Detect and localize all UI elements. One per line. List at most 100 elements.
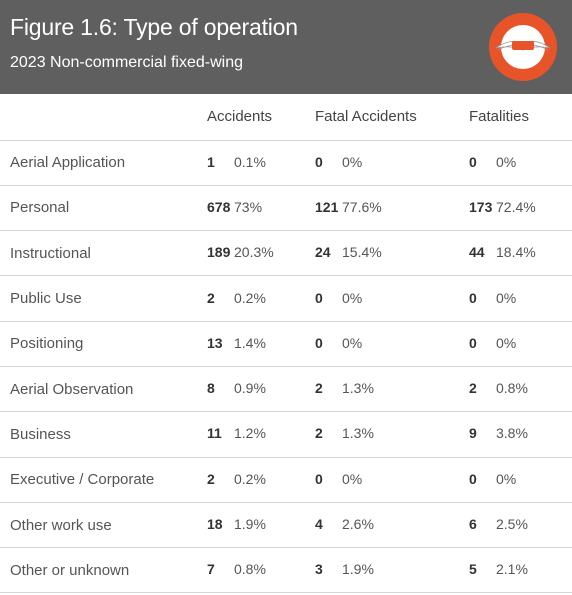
accidents-percent: 20.3% (234, 244, 274, 261)
accidents-percent: 73% (234, 198, 263, 215)
accidents-percent: 1.2% (234, 425, 266, 442)
fatalities-cell: 9 3.8% (459, 412, 572, 457)
accidents-cell: 2 0.2% (197, 457, 315, 502)
fatalities-percent: 18.4% (496, 244, 536, 261)
accidents-cell: 189 20.3% (197, 231, 315, 276)
fatal-accidents-cell: 121 77.6% (315, 185, 459, 230)
fatalities-count: 173 (469, 198, 493, 215)
figure-subtitle: 2023 Non-commercial fixed-wing (10, 54, 243, 71)
accidents-cell: 8 0.9% (197, 366, 315, 411)
table-row: Other work use 18 1.9% 4 2.6% 6 2.5% (0, 502, 572, 548)
fatal-accidents-cell: 0 0% (315, 457, 459, 502)
accidents-cell: 7 0.8% (197, 548, 315, 593)
fatal-accidents-count: 2 (315, 425, 323, 442)
accidents-percent: 1.4% (234, 334, 266, 351)
accidents-count: 1 (207, 153, 215, 170)
fatalities-percent: 0% (496, 334, 517, 351)
fatal-accidents-percent: 1.3% (342, 380, 374, 397)
table-row: Business 11 1.2% 2 1.3% 9 3.8% (0, 412, 572, 458)
fatal-accidents-count: 121 (315, 198, 339, 215)
fatalities-count: 6 (469, 516, 477, 533)
table-row: Public Use 2 0.2% 0 0% 0 0% (0, 276, 572, 322)
fatalities-cell: 6 2.5% (459, 502, 572, 547)
fatal-accidents-cell: 0 0% (315, 321, 459, 366)
table-row: Personal 678 73% 121 77.6% 173 72.4% (0, 185, 572, 231)
fatalities-cell: 5 2.1% (459, 548, 572, 593)
accidents-count: 11 (207, 425, 222, 442)
fatal-accidents-count: 3 (315, 561, 323, 578)
fatal-accidents-cell: 24 15.4% (315, 231, 459, 276)
fatal-accidents-cell: 0 0% (315, 276, 459, 321)
table-row: Instructional 189 20.3% 24 15.4% 44 18.4% (0, 231, 572, 276)
row-label: Other or unknown (10, 561, 130, 579)
fatal-accidents-count: 24 (315, 244, 331, 261)
row-label: Other work use (10, 516, 112, 534)
column-header-fatalities: Fatalities (459, 94, 572, 141)
row-label: Aerial Observation (10, 380, 134, 398)
fatal-accidents-count: 0 (315, 470, 323, 487)
column-header-category (0, 94, 197, 141)
accidents-count: 7 (207, 561, 215, 578)
fatal-accidents-count: 0 (315, 289, 323, 306)
fatal-accidents-cell: 2 1.3% (315, 412, 459, 457)
fatalities-count: 0 (469, 289, 477, 306)
column-header-accidents: Accidents (197, 94, 315, 141)
accidents-count: 2 (207, 289, 215, 306)
accidents-count: 8 (207, 380, 215, 397)
fatalities-count: 5 (469, 561, 477, 578)
fatalities-cell: 2 0.8% (459, 366, 572, 411)
fatalities-count: 0 (469, 334, 477, 351)
aopa-air-safety-institute-logo (489, 13, 557, 81)
accidents-percent: 0.9% (234, 380, 266, 397)
fatalities-percent: 0% (496, 470, 517, 487)
fatal-accidents-percent: 1.9% (342, 561, 374, 578)
fatal-accidents-percent: 0% (342, 334, 363, 351)
accidents-percent: 0.1% (234, 153, 266, 170)
fatal-accidents-percent: 0% (342, 289, 363, 306)
fatalities-count: 0 (469, 470, 477, 487)
accidents-count: 189 (207, 244, 231, 261)
row-label: Aerial Application (10, 154, 126, 172)
fatalities-percent: 72.4% (496, 198, 536, 215)
fatalities-cell: 0 0% (459, 457, 572, 502)
table-row: Executive / Corporate 2 0.2% 0 0% 0 0% (0, 457, 572, 503)
fatalities-count: 9 (469, 425, 477, 442)
fatalities-percent: 0% (496, 153, 517, 170)
accidents-count: 18 (207, 516, 223, 533)
accidents-count: 678 (207, 198, 231, 215)
fatalities-cell: 0 0% (459, 321, 572, 366)
figure-title: Figure 1.6: Type of operation (10, 14, 298, 40)
fatal-accidents-cell: 4 2.6% (315, 502, 459, 547)
accidents-cell: 11 1.2% (197, 412, 315, 457)
fatal-accidents-cell: 3 1.9% (315, 548, 459, 593)
fatal-accidents-count: 0 (315, 153, 323, 170)
accidents-percent: 1.9% (234, 516, 266, 533)
fatalities-cell: 0 0% (459, 276, 572, 321)
fatal-accidents-cell: 2 1.3% (315, 366, 459, 411)
fatalities-cell: 0 0% (459, 140, 572, 185)
table-header-row: Accidents Fatal Accidents Fatalities (0, 94, 572, 141)
figure-header: Figure 1.6: Type of operation 2023 Non-c… (0, 0, 572, 94)
accidents-cell: 678 73% (197, 185, 315, 230)
fatal-accidents-count: 4 (315, 516, 323, 533)
fatal-accidents-count: 2 (315, 380, 323, 397)
fatalities-percent: 2.5% (496, 516, 528, 533)
fatal-accidents-cell: 0 0% (315, 140, 459, 185)
fatalities-percent: 0% (496, 289, 517, 306)
accidents-cell: 13 1.4% (197, 321, 315, 366)
fatalities-percent: 3.8% (496, 425, 528, 442)
column-header-fatal-accidents: Fatal Accidents (315, 94, 459, 141)
fatalities-cell: 173 72.4% (459, 185, 572, 230)
row-label: Positioning (10, 335, 84, 353)
accidents-cell: 1 0.1% (197, 140, 315, 185)
accidents-count: 13 (207, 334, 223, 351)
type-of-operation-table: Accidents Fatal Accidents Fatalities Aer… (0, 94, 572, 593)
accidents-percent: 0.2% (234, 470, 266, 487)
row-label: Executive / Corporate (10, 471, 155, 489)
row-label: Business (10, 425, 71, 443)
fatalities-count: 0 (469, 153, 477, 170)
fatal-accidents-count: 0 (315, 334, 323, 351)
fatalities-percent: 0.8% (496, 380, 528, 397)
table-row: Positioning 13 1.4% 0 0% 0 0% (0, 321, 572, 367)
fatal-accidents-percent: 1.3% (342, 425, 374, 442)
